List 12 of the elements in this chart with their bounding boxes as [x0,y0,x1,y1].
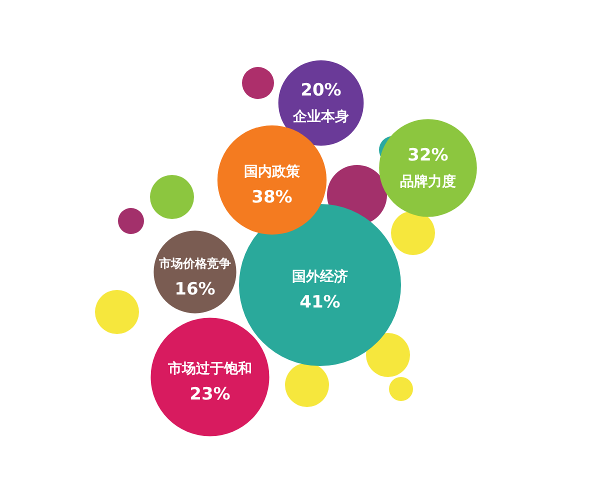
category-label: 企业本身 [292,108,349,125]
category-label: 品牌力度 [400,172,456,190]
data-label: 23% [190,384,230,405]
data-label: 41% [300,292,340,313]
data-label: 32% [408,146,448,166]
category-label: 国外经济 [292,268,348,285]
data-label: 38% [252,188,292,208]
data-label: 20% [300,80,342,101]
category-label: 市场价格竞争 [158,256,231,270]
category-label: 国内政策 [244,164,301,180]
data-label: 16% [174,280,216,300]
category-label: 市场过于饱和 [167,360,252,377]
